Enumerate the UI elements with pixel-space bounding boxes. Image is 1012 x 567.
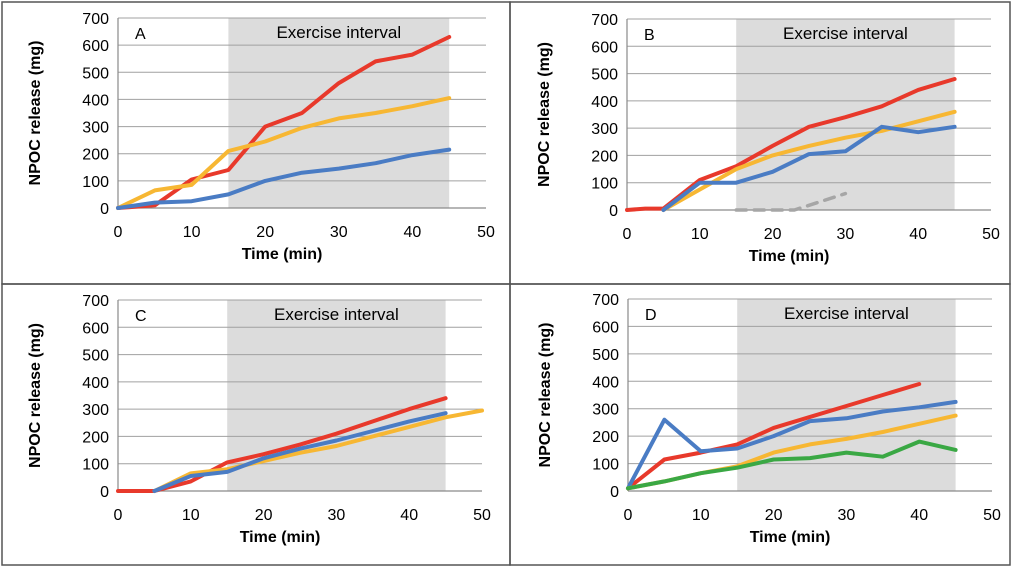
x-axis-title: Time (min) [242,246,323,263]
y-tick-label: 700 [592,292,619,309]
series-line-red [626,382,922,491]
x-axis-title: Time (min) [749,248,830,265]
y-tick-label: 200 [82,147,109,164]
y-tick-label: 100 [82,457,109,474]
y-tick-label: 300 [82,402,109,419]
chart-panel-d: 0 100 200 300 400 500 600 700 0 10 20 30 40 50 D Exerci… [509,283,1011,566]
x-tick-label: 20 [764,226,782,243]
exercise-interval-label: Exercise interval [274,305,399,324]
x-tick-label: 30 [837,226,855,243]
series-line-orange [152,408,484,493]
x-axis-title: Time (min) [240,529,321,546]
y-tick-label: 400 [82,375,109,392]
y-tick-label: 600 [591,39,618,56]
x-tick-label: 30 [328,507,346,524]
x-tick-label: 10 [691,226,709,243]
y-tick-label: 0 [100,484,109,501]
y-tick-label: 400 [592,374,619,391]
y-tick-label: 600 [82,38,109,55]
y-tick-label: 600 [592,319,619,336]
series-line-orange [116,96,452,210]
series-line-blue [626,399,958,491]
x-axis-title: Time (min) [750,529,831,546]
panel-letter: B [644,27,655,44]
x-tick-label: 0 [623,226,632,243]
chart-panel-c: 0 100 200 300 400 500 600 700 0 10 20 30 40 50 C Exerci… [1,283,511,566]
series-line-blue [116,147,452,210]
panel-border [509,283,1011,566]
exercise-interval-shade [228,18,450,208]
x-tick-label: 50 [473,507,491,524]
series-line-green [626,439,958,491]
x-tick-label: 50 [477,224,495,241]
y-tick-label: 700 [82,293,109,310]
chart-panel-b: 0 100 200 300 400 500 600 700 0 10 20 30 40 50 B Exerci… [509,1,1011,285]
x-tick-label: 30 [838,507,856,524]
x-tick-label: 20 [765,507,783,524]
y-tick-label: 0 [100,201,109,218]
panel-letter: D [645,307,657,324]
x-tick-label: 20 [255,507,273,524]
y-tick-label: 100 [82,174,109,191]
y-tick-label: 200 [591,148,618,165]
y-tick-label: 0 [609,203,618,220]
y-tick-label: 200 [592,429,619,446]
x-tick-label: 50 [982,226,1000,243]
panel-letter: A [135,26,146,43]
series-line-blue [152,411,448,493]
series-line-blue [661,124,957,212]
y-tick-label: 300 [82,120,109,137]
series-line-grey [734,191,848,212]
series-line-red [116,396,448,493]
y-axis-title: NPOC release (mg) [27,323,44,468]
x-tick-label: 0 [114,224,123,241]
y-tick-label: 400 [82,92,109,109]
x-tick-label: 40 [910,507,928,524]
x-tick-label: 50 [983,507,1001,524]
y-tick-label: 700 [82,11,109,28]
exercise-interval-label: Exercise interval [784,304,909,323]
y-tick-label: 400 [591,94,618,111]
x-tick-label: 20 [256,224,274,241]
y-tick-label: 300 [592,402,619,419]
x-tick-label: 0 [114,507,123,524]
x-tick-label: 40 [404,224,422,241]
x-tick-label: 10 [182,507,200,524]
exercise-interval-label: Exercise interval [783,24,908,43]
y-tick-label: 500 [82,65,109,82]
y-tick-label: 0 [610,484,619,501]
y-tick-label: 100 [591,176,618,193]
y-axis-title: NPOC release (mg) [537,323,554,468]
y-tick-label: 500 [82,348,109,365]
x-tick-label: 0 [624,507,633,524]
x-tick-label: 30 [330,224,348,241]
exercise-interval-shade [736,19,955,210]
y-axis-title: NPOC release (mg) [27,41,44,186]
exercise-interval-label: Exercise interval [276,23,401,42]
y-tick-label: 500 [592,347,619,364]
y-tick-label: 300 [591,121,618,138]
y-tick-label: 100 [592,457,619,474]
y-axis-title: NPOC release (mg) [536,42,553,187]
series-line-red [625,77,957,212]
y-tick-label: 600 [82,320,109,337]
x-tick-label: 10 [692,507,710,524]
x-tick-label: 40 [400,507,418,524]
y-tick-label: 200 [82,429,109,446]
chart-panel-a: 0 100 200 300 400 500 600 700 0 10 20 30 40 50 A Exerci… [1,1,511,285]
x-tick-label: 10 [183,224,201,241]
panel-letter: C [135,308,147,325]
y-tick-label: 500 [591,67,618,84]
y-tick-label: 700 [591,12,618,29]
series-line-red [116,35,452,210]
x-tick-label: 40 [909,226,927,243]
